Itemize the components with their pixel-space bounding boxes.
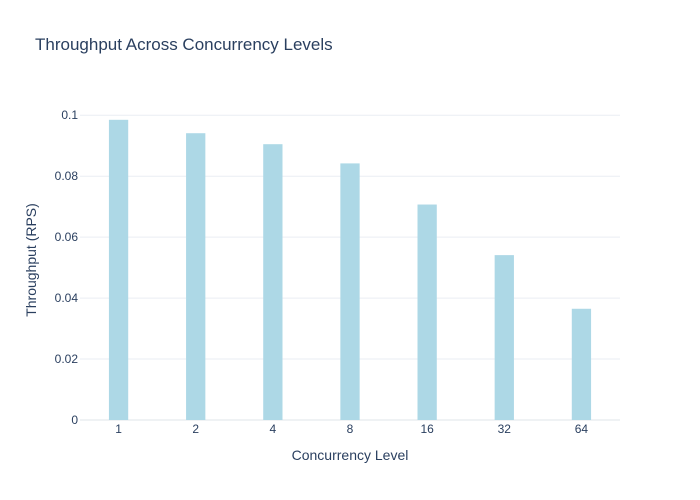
bar-32 [494,255,514,420]
x-tick-label: 64 [575,422,589,436]
bar-64 [571,308,592,420]
bar-4 [263,144,283,420]
bar-1 [108,119,129,421]
y-tick-labels: 0 0.02 0.04 0.06 0.08 0.1 [55,108,79,427]
y-tick-label: 0.1 [61,108,78,122]
x-tick-label: 1 [115,422,122,436]
x-tick-labels: 1 2 4 8 16 32 64 [115,422,588,436]
y-tick-label: 0.02 [55,352,79,366]
x-tick-label: 32 [498,422,512,436]
bar-8 [340,163,360,420]
x-tick-label: 2 [192,422,199,436]
y-tick-label: 0.08 [55,169,79,183]
x-tick-label: 16 [420,422,434,436]
y-tick-label: 0 [71,413,78,427]
bar-16 [417,204,437,420]
bar-2 [186,133,206,420]
x-axis-title: Concurrency Level [292,447,409,463]
y-tick-label: 0.04 [55,291,79,305]
y-axis-title: Throughput (RPS) [23,203,39,317]
x-tick-label: 8 [347,422,354,436]
x-tick-label: 4 [270,422,277,436]
chart-title: Throughput Across Concurrency Levels [35,35,333,54]
bars [108,119,592,421]
y-tick-label: 0.06 [55,230,79,244]
